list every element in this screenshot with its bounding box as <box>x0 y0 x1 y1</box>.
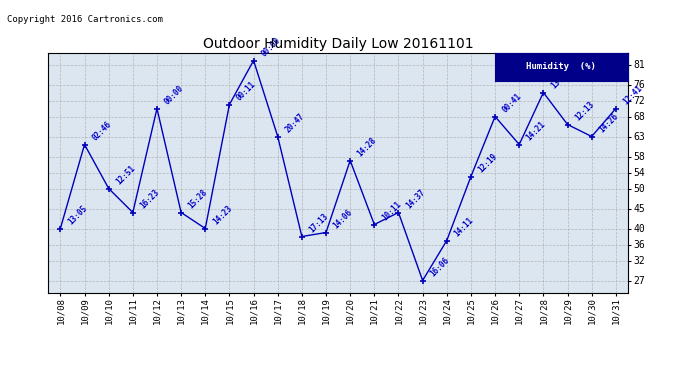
Text: 14:23: 14:23 <box>211 204 233 226</box>
Text: 12:13: 12:13 <box>573 100 595 122</box>
Text: 02:46: 02:46 <box>90 120 112 142</box>
Text: 14:21: 14:21 <box>525 120 547 142</box>
Text: 17:13: 17:13 <box>308 211 330 234</box>
Text: 00:41: 00:41 <box>501 92 523 114</box>
Text: Copyright 2016 Cartronics.com: Copyright 2016 Cartronics.com <box>7 15 163 24</box>
Text: 14:11: 14:11 <box>453 216 475 238</box>
Text: 14:06: 14:06 <box>332 208 354 230</box>
Text: 20:47: 20:47 <box>284 112 306 134</box>
Text: 13:38: 13:38 <box>549 68 571 90</box>
Text: 12:41: 12:41 <box>622 84 644 106</box>
Text: 14:26: 14:26 <box>598 112 620 134</box>
Text: 12:19: 12:19 <box>477 152 499 174</box>
Text: 12:51: 12:51 <box>115 164 137 186</box>
Text: 10:11: 10:11 <box>380 200 402 222</box>
Title: Outdoor Humidity Daily Low 20161101: Outdoor Humidity Daily Low 20161101 <box>203 38 473 51</box>
Text: 00:00: 00:00 <box>163 84 185 106</box>
Text: 16:06: 16:06 <box>428 256 451 278</box>
Text: 14:28: 14:28 <box>356 136 378 158</box>
Text: 00:11: 00:11 <box>235 80 257 102</box>
Text: 16:23: 16:23 <box>139 188 161 210</box>
Text: 14:37: 14:37 <box>404 188 426 210</box>
Text: 15:28: 15:28 <box>187 188 209 210</box>
Text: 00:00: 00:00 <box>259 36 282 58</box>
Text: 13:05: 13:05 <box>66 204 88 226</box>
